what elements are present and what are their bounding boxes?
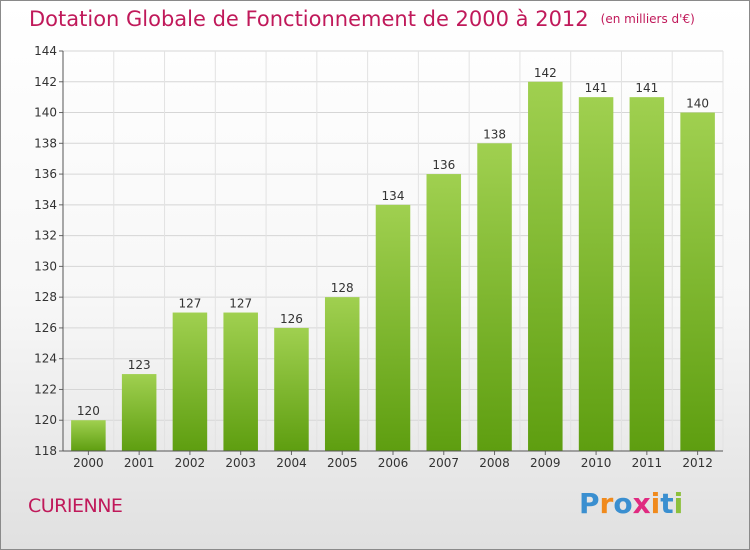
y-tick-label: 128 <box>34 290 57 304</box>
x-tick-label: 2011 <box>632 456 663 470</box>
logo-letter: t <box>660 487 674 520</box>
proxiti-logo: Proxiti <box>579 487 683 520</box>
x-tick-label: 2005 <box>327 456 358 470</box>
bar-2005 <box>324 297 360 451</box>
y-tick-label: 130 <box>34 259 57 273</box>
bar-2003 <box>223 312 258 451</box>
x-tick-label: 2010 <box>581 456 612 470</box>
y-tick-label: 122 <box>34 382 57 396</box>
bar-2012 <box>680 112 715 452</box>
bar-2004 <box>274 327 309 451</box>
logo-letter: r <box>599 487 614 520</box>
x-tick-label: 2000 <box>73 456 104 470</box>
y-tick-label: 138 <box>34 136 57 150</box>
data-label: 136 <box>432 158 455 172</box>
logo-letter: i <box>673 487 684 520</box>
bar-2007 <box>426 174 462 452</box>
y-tick-label: 120 <box>34 413 57 427</box>
x-tick-label: 2002 <box>175 456 206 470</box>
y-tick-label: 136 <box>34 167 57 181</box>
data-label: 126 <box>280 312 303 326</box>
bar-2010 <box>578 97 614 452</box>
bar-2002 <box>172 312 208 451</box>
bar-2006 <box>375 204 411 451</box>
data-label: 142 <box>534 66 557 80</box>
x-tick-label: 2006 <box>378 456 409 470</box>
data-label: 134 <box>382 189 405 203</box>
y-tick-label: 124 <box>34 352 57 366</box>
data-label: 128 <box>331 281 354 295</box>
bar-2001 <box>121 374 157 451</box>
x-tick-label: 2003 <box>225 456 256 470</box>
x-tick-label: 2009 <box>530 456 561 470</box>
bar-2008 <box>477 143 512 452</box>
logo-letter: x <box>632 487 651 520</box>
x-tick-label: 2012 <box>682 456 713 470</box>
commune-name: CURIENNE <box>28 495 123 517</box>
x-tick-label: 2007 <box>428 456 459 470</box>
logo-letter: P <box>579 487 600 520</box>
y-tick-label: 134 <box>34 198 57 212</box>
data-label: 123 <box>128 358 151 372</box>
logo-letter: i <box>650 487 661 520</box>
bar-2000 <box>71 420 106 451</box>
logo-letter: o <box>613 487 633 520</box>
data-label: 140 <box>686 97 709 111</box>
chart-title-text: Dotation Globale de Fonctionnement de 20… <box>29 7 589 31</box>
y-tick-label: 132 <box>34 229 57 243</box>
data-label: 141 <box>635 81 658 95</box>
x-tick-label: 2001 <box>124 456 155 470</box>
bars: 120 123 127 127 126 128 134 136 138 142 141 141 140 <box>71 66 715 452</box>
data-label: 141 <box>585 81 608 95</box>
data-label: 127 <box>178 297 201 311</box>
data-label: 127 <box>229 297 252 311</box>
y-tick-label: 118 <box>34 444 57 458</box>
y-tick-label: 142 <box>34 75 57 89</box>
y-tick-label: 140 <box>34 106 57 120</box>
y-tick-label: 126 <box>34 321 57 335</box>
data-label: 138 <box>483 127 506 141</box>
x-tick-label: 2008 <box>479 456 510 470</box>
chart-subtitle: (en milliers d'€) <box>600 12 695 26</box>
axes: 1181201221241261281301321341361381401421… <box>34 44 723 470</box>
bar-2011 <box>629 97 665 452</box>
x-tick-label: 2004 <box>276 456 307 470</box>
y-tick-label: 144 <box>34 44 57 58</box>
chart-title: Dotation Globale de Fonctionnement de 20… <box>29 7 695 31</box>
bar-2009 <box>528 81 563 452</box>
data-label: 120 <box>77 404 100 418</box>
